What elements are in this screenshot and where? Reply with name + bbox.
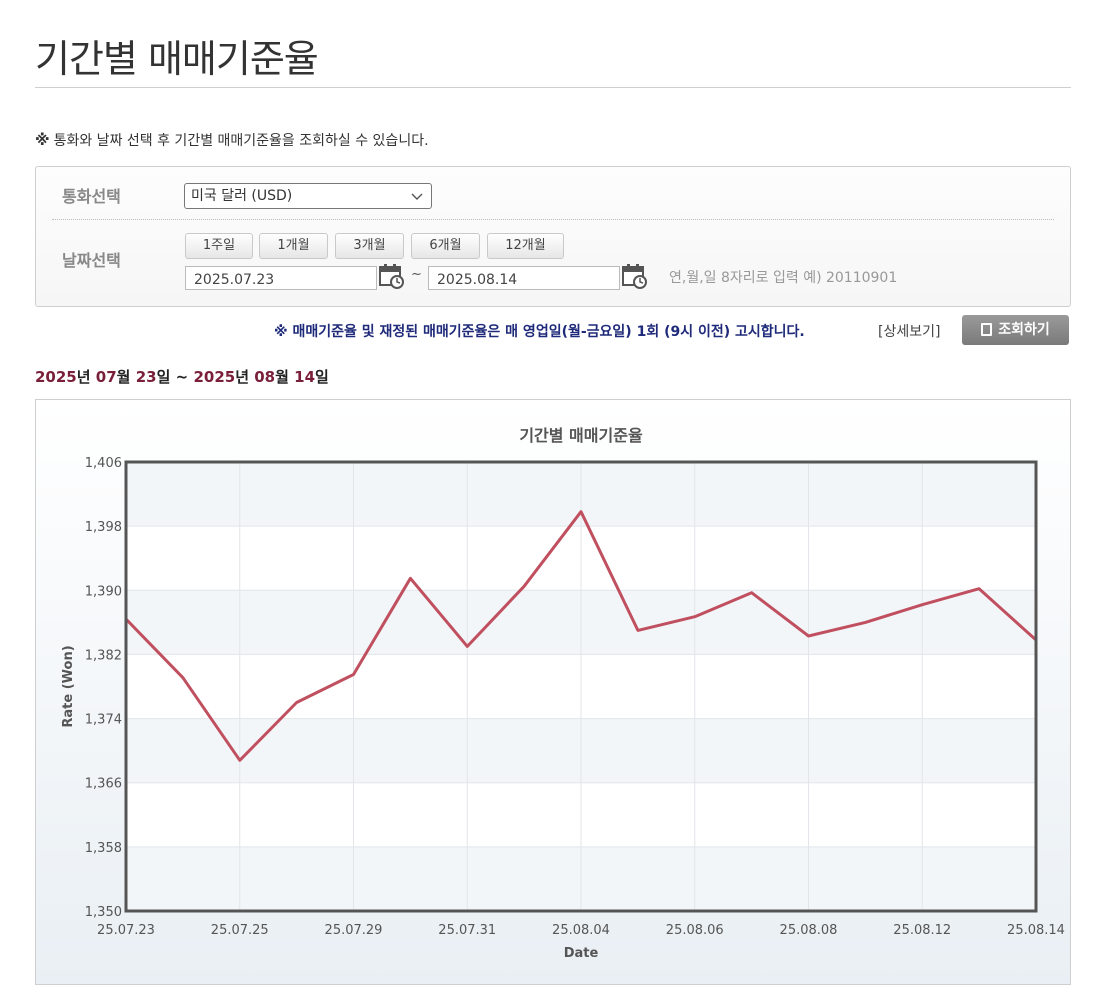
filter-row-divider <box>52 219 1054 220</box>
x-tick-label: 25.08.06 <box>666 923 724 938</box>
x-tick-label: 25.08.14 <box>1007 923 1065 938</box>
y-tick-label: 1,366 <box>85 777 122 792</box>
announcement-text: ※ 매매기준율 및 재정된 매매기준율은 매 영업일(월-금요일) 1회 (9시… <box>274 324 805 340</box>
notice-message: 통화와 날짜 선택 후 기간별 매매기준율을 조회하실 수 있습니다. <box>53 133 429 149</box>
y-tick-label: 1,398 <box>85 520 122 535</box>
title-divider <box>35 87 1071 88</box>
x-tick-label: 25.07.25 <box>211 923 269 938</box>
date-label: 날짜선택 <box>62 251 121 270</box>
range-start-year: 2025 <box>35 368 77 386</box>
search-button[interactable]: 조회하기 <box>962 315 1069 345</box>
y-tick-label: 1,406 <box>85 456 122 471</box>
range-start-day: 23 <box>135 368 157 386</box>
period-12month-button[interactable]: 12개월 <box>487 233 564 259</box>
y-tick-label: 1,374 <box>85 713 122 728</box>
date-range-heading: 2025년 07월 23일 ~ 2025년 08월 14일 <box>35 366 329 387</box>
y-axis-label: Rate (Won) <box>61 645 76 727</box>
currency-select-value: 미국 달러 (USD) <box>191 188 293 204</box>
document-icon <box>981 323 993 336</box>
page-title: 기간별 매매기준율 <box>35 37 319 81</box>
detail-link[interactable]: [상세보기] <box>878 324 941 340</box>
rate-series-line <box>124 510 1038 762</box>
range-month-unit-2: 월 <box>275 368 289 386</box>
chevron-down-icon <box>411 184 423 216</box>
range-day-unit-2: 일 <box>315 368 329 386</box>
period-1week-button[interactable]: 1주일 <box>185 233 253 259</box>
x-tick-label: 25.08.12 <box>893 923 951 938</box>
x-tick-label: 25.07.23 <box>97 923 155 938</box>
date-separator: ~ <box>411 267 422 282</box>
start-calendar-icon[interactable] <box>379 263 405 289</box>
period-1month-button[interactable]: 1개월 <box>259 233 328 259</box>
plot-frame <box>124 460 1038 913</box>
chart-title: 기간별 매매기준율 <box>519 426 643 445</box>
x-tick-label: 25.08.04 <box>552 923 610 938</box>
y-tick-label: 1,382 <box>85 648 122 663</box>
period-3month-button[interactable]: 3개월 <box>335 233 404 259</box>
range-year-unit-2: 년 <box>235 368 250 386</box>
end-date-input[interactable]: 2025.08.14 <box>428 266 620 290</box>
x-tick-label: 25.07.31 <box>438 923 496 938</box>
notice-text: ※ 통화와 날짜 선택 후 기간별 매매기준율을 조회하실 수 있습니다. <box>35 130 429 150</box>
y-tick-label: 1,358 <box>85 841 122 856</box>
start-date-input[interactable]: 2025.07.23 <box>185 266 377 290</box>
currency-select[interactable]: 미국 달러 (USD) <box>184 183 432 209</box>
currency-label: 통화선택 <box>62 187 121 206</box>
filter-panel: 통화선택 미국 달러 (USD) 날짜선택 1주일 1개월 3개월 6개월 12… <box>35 166 1071 307</box>
range-end-day: 14 <box>294 368 316 386</box>
x-tick-label: 25.08.08 <box>780 923 838 938</box>
date-format-hint: 연,월,일 8자리로 입력 예) 20110901 <box>669 270 898 286</box>
range-end-year: 2025 <box>193 368 236 386</box>
range-month-unit: 월 <box>116 368 131 386</box>
range-day-unit: 일 <box>156 368 171 386</box>
x-axis-label: Date <box>564 946 599 961</box>
end-calendar-icon[interactable] <box>622 263 648 289</box>
search-button-label: 조회하기 <box>998 322 1050 338</box>
y-tick-label: 1,390 <box>85 584 122 599</box>
range-start-month: 07 <box>95 368 117 386</box>
period-6month-button[interactable]: 6개월 <box>411 233 480 259</box>
range-end-month: 08 <box>254 368 276 386</box>
y-tick-label: 1,350 <box>85 905 122 920</box>
x-tick-label: 25.07.29 <box>325 923 383 938</box>
range-separator: ~ <box>175 368 189 386</box>
notice-mark: ※ <box>35 131 50 149</box>
range-year-unit: 년 <box>76 368 91 386</box>
chart-container: 1,350 1,358 1,366 1,374 1,382 1,390 1,398 1,406… <box>35 399 1071 985</box>
rate-line-chart: 1,350 1,358 1,366 1,374 1,382 1,390 1,398 1,406… <box>61 426 1065 961</box>
